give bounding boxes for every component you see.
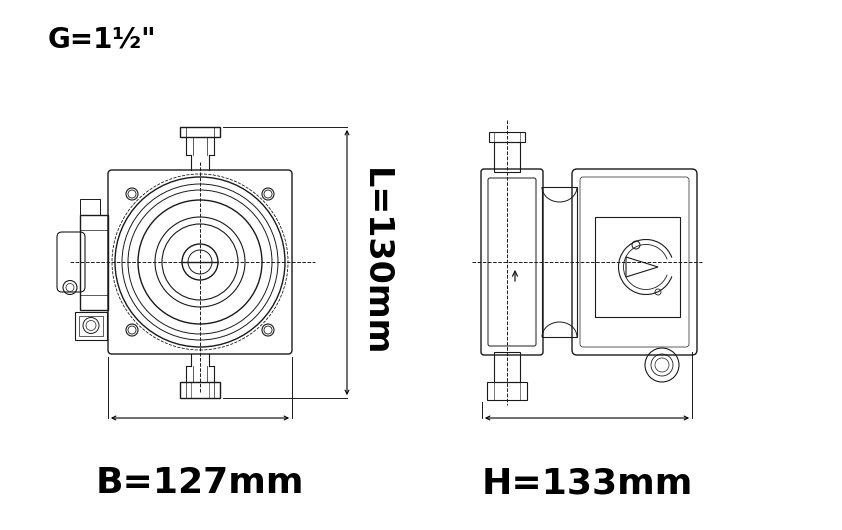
Bar	[75, 312, 107, 340]
Bar	[80, 215, 108, 310]
Bar	[180, 382, 220, 398]
Bar	[487, 382, 527, 400]
Text: L=130mm: L=130mm	[359, 169, 392, 357]
Bar	[494, 142, 520, 172]
Bar	[80, 199, 100, 215]
Bar	[180, 127, 220, 137]
Bar	[595, 217, 680, 317]
Text: G=1½": G=1½"	[48, 25, 157, 53]
Bar	[542, 187, 577, 337]
Bar	[494, 352, 520, 382]
Bar	[489, 132, 525, 142]
Text: B=127mm: B=127mm	[96, 466, 304, 500]
Bar	[79, 315, 103, 335]
Text: H=133mm: H=133mm	[482, 466, 693, 500]
